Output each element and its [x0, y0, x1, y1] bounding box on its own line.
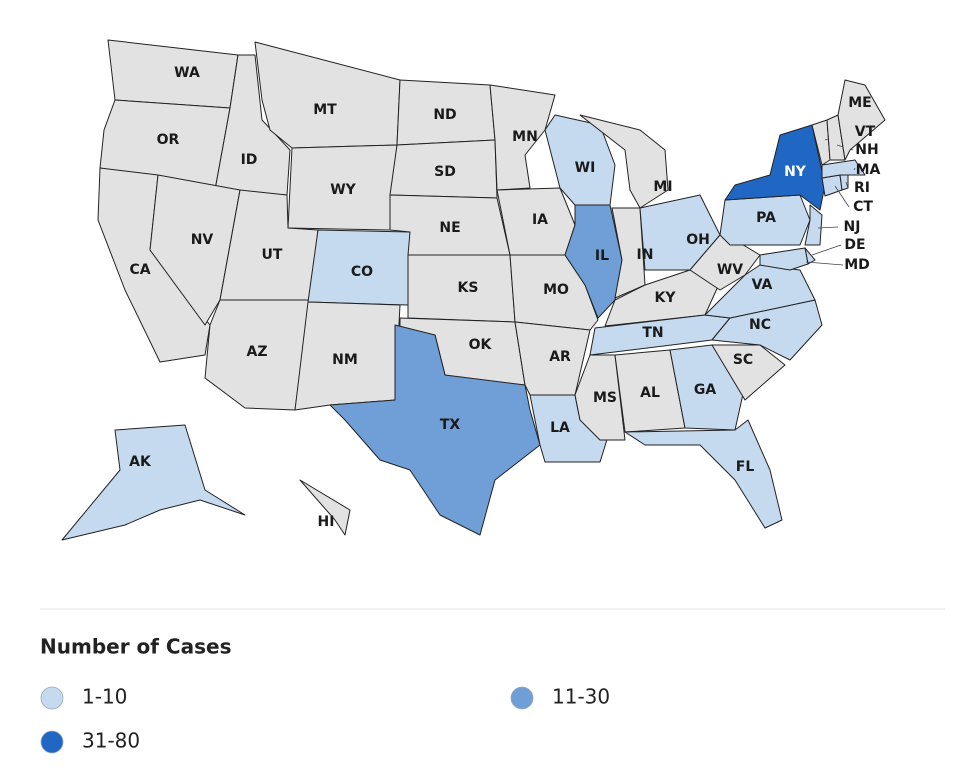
state-label: FL: [736, 459, 755, 475]
state-label: VA: [752, 277, 773, 293]
legend-label: 31-80: [82, 729, 140, 753]
state-label: SC: [733, 352, 753, 368]
legend-swatch: [510, 686, 534, 710]
state-label: NJ: [844, 219, 861, 235]
state-label: GA: [694, 382, 716, 398]
state-label: IA: [532, 212, 548, 228]
state-label: UT: [262, 247, 283, 263]
state-label: AK: [129, 454, 152, 470]
leader-line: [845, 181, 849, 189]
state-label: NC: [749, 317, 771, 333]
legend-label: 1-10: [82, 685, 127, 709]
state: [624, 419, 783, 529]
leader-line: [805, 261, 844, 266]
state-label: ND: [433, 107, 456, 123]
state: [839, 174, 849, 191]
state-label: OK: [469, 337, 493, 353]
state: [149, 174, 241, 326]
state-label: MA: [856, 162, 881, 178]
state-label: AL: [640, 385, 660, 401]
state-label: SD: [434, 164, 456, 180]
legend-title: Number of Cases: [40, 635, 231, 659]
leader-line: [853, 167, 856, 171]
legend-swatch: [40, 686, 64, 710]
state-label: OH: [686, 232, 710, 248]
state-label: WV: [717, 262, 743, 278]
state: [214, 54, 291, 196]
state: [821, 159, 866, 179]
state-label: MS: [593, 390, 617, 406]
state-label: NM: [332, 352, 358, 368]
state: [804, 204, 823, 246]
state-label: RI: [854, 180, 870, 196]
state-label: PA: [756, 210, 776, 226]
state-label: ME: [848, 95, 872, 111]
state: [61, 424, 246, 541]
state-label: AR: [549, 349, 571, 365]
state-label: AZ: [247, 344, 268, 360]
state-label: HI: [318, 514, 335, 530]
state-label: NV: [191, 232, 214, 248]
state: [489, 84, 556, 191]
legend-swatch: [40, 730, 64, 754]
state-label: MT: [313, 102, 337, 118]
state-label: TN: [642, 325, 663, 341]
state-label: CO: [351, 264, 373, 280]
state-label: CT: [853, 199, 873, 215]
state-label: MN: [512, 129, 538, 145]
state-label: KS: [458, 280, 479, 296]
state-label: OR: [157, 132, 180, 148]
leader-line: [817, 226, 839, 229]
state-label: IN: [637, 247, 654, 263]
state: [564, 204, 623, 319]
state: [611, 207, 646, 299]
state: [329, 324, 541, 536]
state-label: CA: [129, 262, 150, 278]
state: [544, 114, 616, 206]
state: [299, 479, 351, 536]
state-label: WI: [575, 160, 596, 176]
state: [837, 79, 886, 161]
legend-label: 11-30: [552, 685, 610, 709]
leader-line: [834, 185, 850, 208]
state: [107, 39, 239, 109]
state: [759, 247, 809, 271]
state-label: DE: [844, 237, 865, 253]
state-label: TX: [440, 417, 461, 433]
state-label: KY: [655, 290, 677, 306]
state-label: ID: [241, 152, 258, 168]
state-label: NY: [784, 164, 807, 180]
state-label: WA: [174, 65, 200, 81]
leader-line: [811, 244, 842, 256]
state-label: MO: [543, 282, 569, 298]
state-label: WY: [330, 182, 356, 198]
state-label: LA: [550, 420, 570, 436]
state-label: NH: [855, 142, 878, 158]
state-label: MD: [844, 257, 870, 273]
state: [821, 174, 843, 197]
state-label: NE: [439, 220, 460, 236]
state-label: IL: [595, 248, 609, 264]
state: [254, 41, 401, 149]
state-label: MI: [653, 179, 672, 195]
state-label: VT: [855, 124, 876, 140]
state: [711, 344, 786, 401]
state: [579, 114, 669, 209]
